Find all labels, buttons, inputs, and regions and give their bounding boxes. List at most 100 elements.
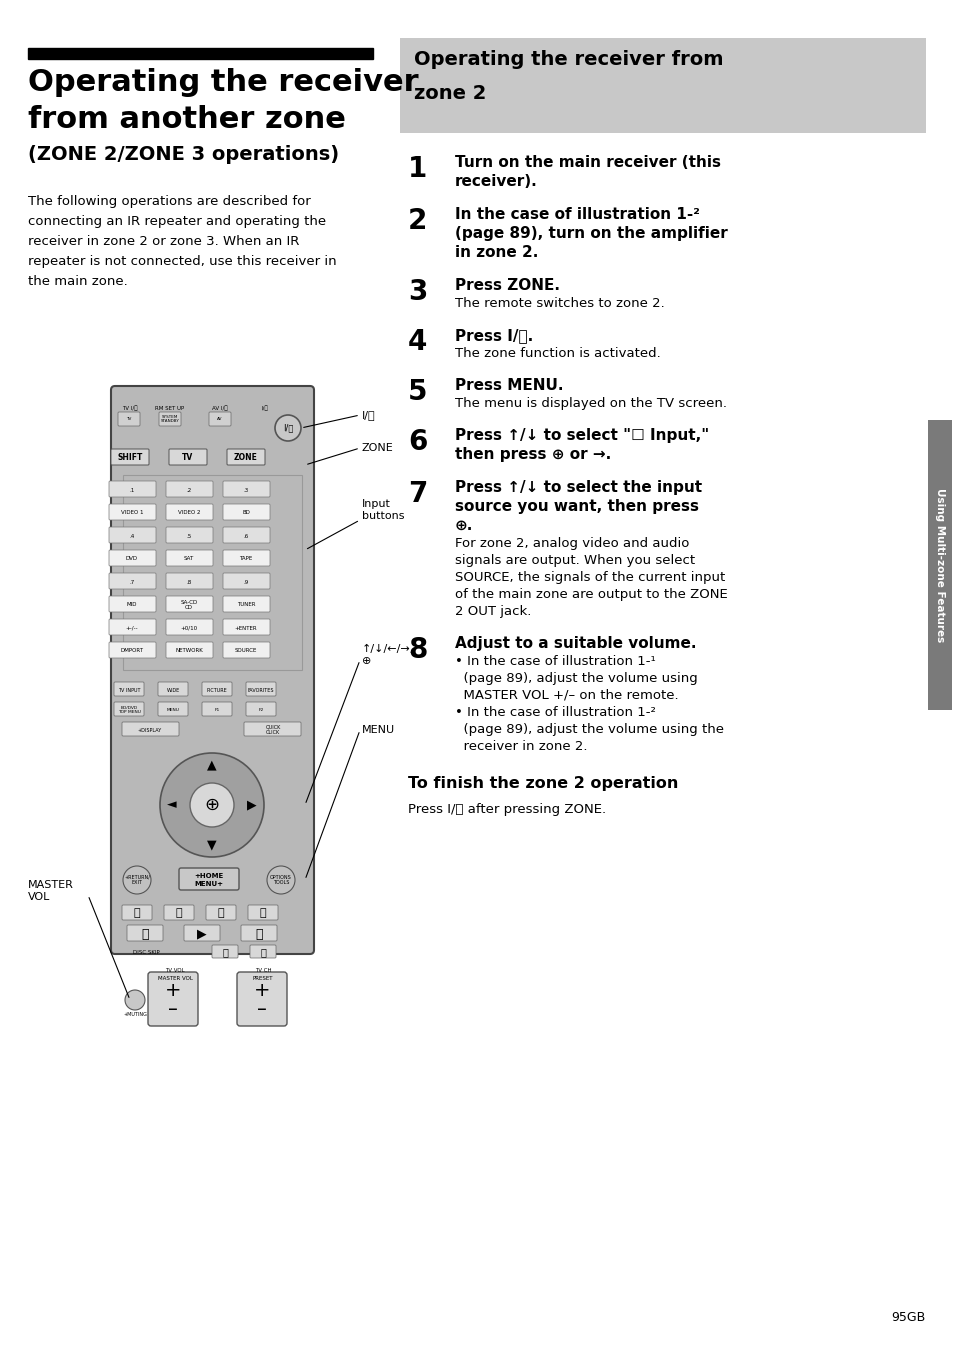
FancyBboxPatch shape (209, 412, 231, 426)
Text: MID: MID (127, 603, 137, 607)
Text: OPTIONS
TOOLS: OPTIONS TOOLS (270, 875, 292, 886)
Text: 2 OUT jack.: 2 OUT jack. (455, 604, 531, 618)
FancyBboxPatch shape (223, 550, 270, 566)
Text: The menu is displayed on the TV screen.: The menu is displayed on the TV screen. (455, 397, 726, 410)
FancyBboxPatch shape (113, 702, 144, 717)
Text: 3: 3 (408, 279, 427, 306)
Text: Press I/⏻ after pressing ZONE.: Press I/⏻ after pressing ZONE. (408, 803, 605, 817)
Text: of the main zone are output to the ZONE: of the main zone are output to the ZONE (455, 588, 727, 602)
Text: +ENTER: +ENTER (234, 626, 257, 630)
Text: ⏹: ⏹ (260, 946, 266, 957)
FancyBboxPatch shape (109, 573, 156, 589)
FancyBboxPatch shape (223, 596, 270, 612)
FancyBboxPatch shape (109, 504, 156, 521)
Text: ⏩: ⏩ (217, 909, 224, 918)
FancyBboxPatch shape (166, 527, 213, 544)
Text: Press I/⏻.: Press I/⏻. (455, 329, 533, 343)
FancyBboxPatch shape (111, 449, 149, 465)
Bar (123, 475, 302, 671)
Text: TV: TV (126, 416, 132, 420)
Text: The remote switches to zone 2.: The remote switches to zone 2. (455, 297, 664, 310)
Circle shape (274, 415, 301, 441)
Text: 8: 8 (408, 635, 427, 664)
Text: TV CH: TV CH (254, 968, 271, 972)
Text: Press ZONE.: Press ZONE. (455, 279, 559, 293)
FancyBboxPatch shape (248, 904, 277, 919)
Text: DISC SKIP: DISC SKIP (132, 949, 159, 955)
FancyBboxPatch shape (212, 945, 237, 959)
Text: +RETURN/
EXIT: +RETURN/ EXIT (124, 875, 150, 886)
Circle shape (267, 867, 294, 894)
Text: +-/--: +-/-- (126, 626, 138, 630)
Text: 1: 1 (408, 155, 427, 183)
Text: TAPE: TAPE (239, 557, 253, 561)
FancyBboxPatch shape (109, 481, 156, 498)
Text: NETWORK: NETWORK (175, 649, 203, 653)
Text: ↑/↓/←/→,
⊕: ↑/↓/←/→, ⊕ (361, 644, 414, 665)
Text: 6: 6 (408, 429, 427, 456)
Text: .2: .2 (186, 488, 192, 492)
Text: Operating the receiver from: Operating the receiver from (414, 50, 722, 69)
Text: 95GB: 95GB (891, 1311, 925, 1324)
FancyBboxPatch shape (169, 449, 207, 465)
FancyBboxPatch shape (223, 481, 270, 498)
Text: TV I/⏻: TV I/⏻ (122, 406, 137, 411)
Text: +HOME
MENU+: +HOME MENU+ (194, 873, 223, 887)
Text: WIDE: WIDE (166, 688, 179, 692)
Text: ⊕.: ⊕. (455, 518, 473, 533)
Text: .1: .1 (130, 488, 134, 492)
Text: Operating the receiver: Operating the receiver (28, 68, 418, 97)
Text: receiver).: receiver). (455, 174, 537, 189)
Text: QUICK
CLICK: QUICK CLICK (265, 725, 280, 735)
Text: Input
buttons: Input buttons (361, 499, 404, 521)
Text: .3: .3 (243, 488, 249, 492)
Text: MENU: MENU (361, 725, 395, 735)
Text: receiver in zone 2.: receiver in zone 2. (455, 740, 587, 753)
Text: in zone 2.: in zone 2. (455, 245, 537, 260)
FancyBboxPatch shape (166, 619, 213, 635)
FancyBboxPatch shape (202, 702, 232, 717)
FancyBboxPatch shape (223, 619, 270, 635)
Text: +: + (165, 980, 181, 999)
FancyBboxPatch shape (158, 681, 188, 696)
Text: MASTER VOL: MASTER VOL (157, 976, 193, 982)
Text: SAT: SAT (184, 557, 193, 561)
Text: VIDEO 2: VIDEO 2 (177, 511, 200, 515)
Text: ⏭: ⏭ (259, 909, 266, 918)
Text: ⏮: ⏮ (133, 909, 140, 918)
Text: PRESET: PRESET (253, 976, 273, 982)
Text: ◄: ◄ (167, 799, 176, 811)
Text: RM SET UP: RM SET UP (155, 406, 185, 411)
FancyBboxPatch shape (179, 868, 239, 890)
Text: .9: .9 (243, 580, 249, 584)
Text: 2: 2 (408, 207, 427, 235)
Bar (28, 49, 373, 59)
FancyBboxPatch shape (227, 449, 265, 465)
FancyBboxPatch shape (244, 722, 301, 735)
Text: I/⏻: I/⏻ (261, 406, 268, 411)
FancyBboxPatch shape (246, 681, 275, 696)
Text: SA-CD
CD: SA-CD CD (180, 599, 197, 610)
Text: ⊕: ⊕ (204, 796, 219, 814)
Text: ⏩: ⏩ (255, 927, 262, 941)
FancyBboxPatch shape (122, 904, 152, 919)
Text: I/⏻: I/⏻ (361, 410, 375, 420)
Text: signals are output. When you select: signals are output. When you select (455, 554, 695, 566)
Text: SOURCE, the signals of the current input: SOURCE, the signals of the current input (455, 571, 724, 584)
Text: (page 89), adjust the volume using the: (page 89), adjust the volume using the (455, 723, 723, 735)
Text: zone 2: zone 2 (414, 84, 486, 103)
FancyBboxPatch shape (148, 972, 198, 1026)
Text: (page 89), turn on the amplifier: (page 89), turn on the amplifier (455, 226, 727, 241)
FancyBboxPatch shape (111, 387, 314, 955)
Circle shape (190, 783, 233, 827)
Text: (ZONE 2/ZONE 3 operations): (ZONE 2/ZONE 3 operations) (28, 145, 338, 164)
Text: FAVORITES: FAVORITES (248, 688, 274, 692)
Bar (927, 420, 951, 710)
Text: –: – (168, 1000, 178, 1019)
Text: For zone 2, analog video and audio: For zone 2, analog video and audio (455, 537, 689, 550)
FancyBboxPatch shape (241, 925, 276, 941)
Text: ZONE: ZONE (361, 443, 394, 453)
Text: Turn on the main receiver (this: Turn on the main receiver (this (455, 155, 720, 170)
Text: Adjust to a suitable volume.: Adjust to a suitable volume. (455, 635, 696, 652)
Text: PICTURE: PICTURE (207, 688, 227, 692)
